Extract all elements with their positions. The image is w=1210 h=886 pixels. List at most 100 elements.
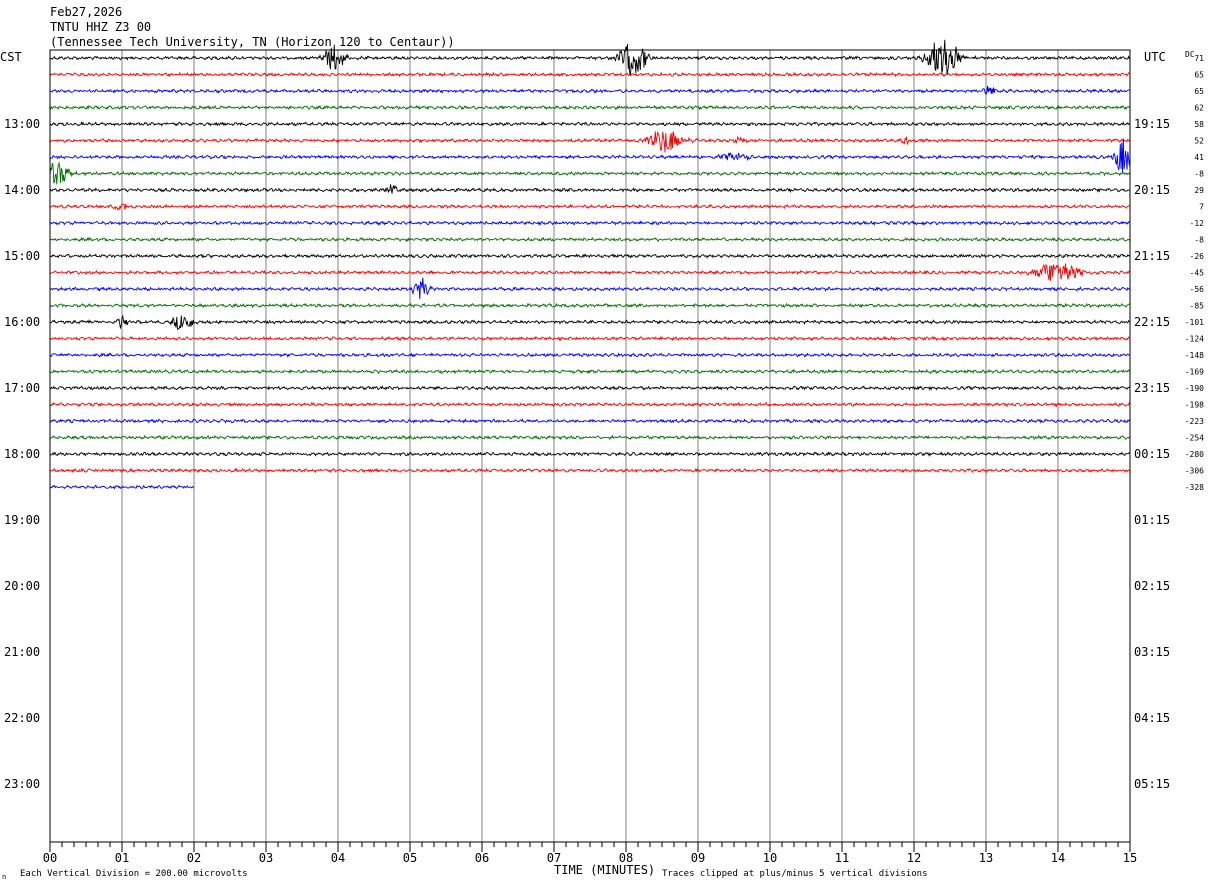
scale-note: Each Vertical Division = 200.00 microvol… — [20, 869, 248, 879]
x-axis: 00 01 02 03 04 05 06 07 08 09 10 11 12 13 14 15 — [43, 842, 1137, 865]
utc-hour-label: 22:15 — [1134, 315, 1170, 329]
trace-row-20 — [49, 385, 1131, 392]
x-tick-label: 14 — [1051, 851, 1065, 865]
trace-row-15 — [49, 302, 1131, 309]
corner-mark: n — [2, 873, 6, 881]
x-tick-label: 09 — [691, 851, 705, 865]
dc-offset-value: 58 — [1194, 120, 1204, 129]
x-tick-label: 07 — [547, 851, 561, 865]
dc-label: DC — [1185, 50, 1195, 59]
dc-offset-value: -254 — [1185, 434, 1204, 443]
trace-row-1 — [49, 71, 1130, 78]
utc-hour-label: 23:15 — [1134, 381, 1170, 395]
dc-offset-value: 71 — [1194, 54, 1204, 63]
trace-row-26 — [49, 484, 195, 490]
utc-hour-label: 05:15 — [1134, 777, 1170, 791]
dc-offset-value: 7 — [1199, 203, 1204, 212]
x-tick-label: 12 — [907, 851, 921, 865]
x-tick-label: 02 — [187, 851, 201, 865]
x-tick-label: 06 — [475, 851, 489, 865]
trace-row-2 — [49, 85, 1131, 95]
dc-offset-value: -223 — [1185, 417, 1204, 426]
utc-hour-label: 02:15 — [1134, 579, 1170, 593]
trace-row-21 — [49, 401, 1131, 408]
dc-offset-value: 62 — [1194, 104, 1204, 113]
trace-row-19 — [49, 368, 1131, 375]
dc-offset-value: 41 — [1194, 153, 1204, 162]
trace-row-3 — [49, 104, 1131, 111]
dc-offset-value: 29 — [1194, 186, 1204, 195]
dc-offset-value: -198 — [1185, 401, 1204, 410]
utc-hour-label: 03:15 — [1134, 645, 1170, 659]
x-tick-label: 01 — [115, 851, 129, 865]
trace-row-4 — [49, 121, 1131, 127]
dc-offset-value: 52 — [1194, 137, 1204, 146]
trace-row-14 — [49, 277, 1131, 300]
trace-row-18 — [49, 352, 1131, 358]
utc-hour-label: 21:15 — [1134, 249, 1170, 263]
trace-row-8 — [49, 184, 1130, 194]
x-tick-label: 03 — [259, 851, 273, 865]
cst-hour-label: 16:00 — [4, 315, 40, 329]
hour-labels: 13:00 19:15 14:00 20:15 15:00 21:15 16:00 22:15… — [4, 117, 1170, 791]
x-tick-label: 05 — [403, 851, 417, 865]
trace-row-10 — [50, 220, 1131, 226]
dc-offset-value: -26 — [1190, 252, 1205, 261]
dc-offset-value: -169 — [1185, 368, 1204, 377]
x-tick-label: 10 — [763, 851, 777, 865]
trace-row-5 — [49, 131, 1131, 153]
trace-row-9 — [49, 203, 1131, 211]
dc-offset-value: -8 — [1194, 170, 1204, 179]
dc-offset-value: -12 — [1190, 219, 1205, 228]
cst-label: CST — [0, 50, 22, 64]
dc-offset-value: -328 — [1185, 483, 1204, 492]
trace-row-0 — [49, 39, 1131, 77]
dc-offset-value: -280 — [1185, 450, 1204, 459]
utc-label: UTC — [1144, 50, 1166, 64]
dc-offset-value: 65 — [1194, 71, 1204, 80]
dc-offset-labels: 71 65 65 62 58 52 41 -8 29 7 -12 -8 -26 -45 -56 -85 -101… — [1185, 54, 1204, 492]
trace-row-24 — [49, 451, 1131, 457]
dc-offset-value: -85 — [1190, 302, 1205, 311]
x-tick-label: 13 — [979, 851, 993, 865]
cst-hour-label: 18:00 — [4, 447, 40, 461]
x-tick-label: 08 — [619, 851, 633, 865]
clip-note: Traces clipped at plus/minus 5 vertical … — [662, 869, 928, 879]
x-tick-label: 11 — [835, 851, 849, 865]
cst-hour-label: 20:00 — [4, 579, 40, 593]
date-label: Feb27,2026 — [50, 5, 122, 19]
trace-row-16 — [49, 314, 1131, 331]
trace-row-6 — [49, 138, 1131, 173]
dc-offset-value: -56 — [1190, 285, 1205, 294]
cst-hour-label: 23:00 — [4, 777, 40, 791]
x-tick-label: 04 — [331, 851, 345, 865]
dc-offset-value: -124 — [1185, 335, 1204, 344]
x-tick-label: 15 — [1123, 851, 1137, 865]
cst-hour-label: 21:00 — [4, 645, 40, 659]
trace-row-17 — [49, 335, 1131, 342]
trace-row-13 — [49, 263, 1131, 281]
plot-frame — [49, 49, 1131, 843]
dc-offset-value: -148 — [1185, 351, 1204, 360]
x-tick-label: 00 — [43, 851, 57, 865]
station-label: TNTU HHZ Z3 00 — [50, 20, 151, 34]
cst-hour-label: 22:00 — [4, 711, 40, 725]
trace-row-23 — [49, 434, 1131, 441]
trace-row-22 — [49, 418, 1131, 424]
dc-offset-value: -8 — [1194, 236, 1204, 245]
trace-row-12 — [49, 253, 1131, 259]
dc-offset-value: 65 — [1194, 87, 1204, 96]
trace-row-7 — [49, 161, 1131, 185]
cst-hour-label: 13:00 — [4, 117, 40, 131]
trace-row-11 — [49, 236, 1131, 243]
utc-hour-label: 04:15 — [1134, 711, 1170, 725]
utc-hour-label: 19:15 — [1134, 117, 1170, 131]
cst-hour-label: 17:00 — [4, 381, 40, 395]
dc-offset-value: -45 — [1190, 269, 1205, 278]
cst-hour-label: 15:00 — [4, 249, 40, 263]
dc-offset-value: -190 — [1185, 384, 1204, 393]
utc-hour-label: 00:15 — [1134, 447, 1170, 461]
location-label: (Tennessee Tech University, TN (Horizon … — [50, 35, 455, 49]
trace-row-25 — [49, 467, 1131, 474]
cst-hour-label: 14:00 — [4, 183, 40, 197]
